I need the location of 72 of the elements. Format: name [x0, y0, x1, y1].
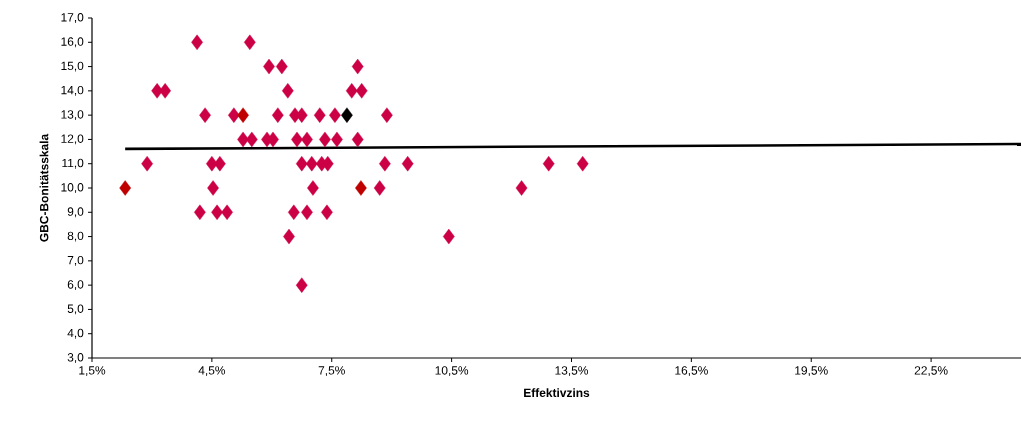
point: [443, 228, 455, 245]
point: [199, 107, 211, 123]
point: [275, 58, 288, 75]
point: [287, 204, 300, 220]
point: [319, 131, 331, 148]
point: [373, 180, 386, 196]
point: [207, 180, 219, 196]
point: [246, 131, 258, 148]
point: [542, 156, 555, 172]
point: [351, 58, 364, 75]
point: [228, 107, 240, 123]
x-tick-label: 13,5%: [555, 366, 589, 377]
point: [576, 156, 589, 172]
y-tick-label: 13,0: [61, 110, 84, 121]
point: [283, 228, 295, 245]
point: [331, 131, 343, 148]
y-tick-label: 17,0: [61, 13, 84, 23]
x-tick-label: 4,5%: [198, 366, 226, 377]
point: [281, 83, 294, 99]
y-axis-title: GBC-Bonitätsskala: [39, 133, 49, 242]
point: [263, 58, 275, 75]
point: [345, 83, 358, 99]
point: [355, 180, 367, 196]
point: [295, 277, 308, 293]
point: [515, 180, 528, 196]
y-tick-label: 10,0: [61, 183, 84, 193]
y-tick-label: 6,0: [67, 280, 84, 291]
point: [301, 131, 313, 148]
point: [401, 156, 414, 172]
point: [355, 83, 368, 99]
x-tick-label: 7,5%: [318, 366, 345, 377]
point: [159, 83, 171, 99]
y-tick-label: 11,0: [62, 158, 84, 169]
y-tick-label: 7,0: [67, 255, 84, 266]
y-tick-label: 16,0: [61, 37, 84, 48]
y-tick-label: 15,0: [61, 61, 84, 72]
point: [221, 204, 233, 220]
x-tick-label: 1,5%: [79, 366, 106, 377]
point: [313, 107, 326, 123]
x-tick-label: 22,5%: [914, 366, 948, 377]
x-tick-label: 19,5%: [795, 366, 828, 377]
point: [351, 131, 364, 148]
point: [237, 107, 249, 123]
point: [307, 180, 319, 196]
point: [141, 156, 153, 172]
y-tick-label: 8,0: [67, 231, 84, 242]
point: [214, 156, 226, 172]
point: [379, 156, 391, 172]
point: [119, 180, 131, 196]
point: [291, 131, 303, 148]
point: [237, 131, 249, 148]
point: [295, 156, 308, 172]
y-tick-label: 14,0: [61, 85, 84, 96]
point: [271, 107, 284, 123]
point: [329, 107, 341, 123]
point: [341, 107, 353, 123]
point: [191, 34, 203, 50]
point: [211, 204, 223, 220]
y-tick-label: 9,0: [67, 207, 84, 218]
point: [305, 156, 318, 172]
point: [381, 107, 393, 123]
y-tick-label: 3,0: [67, 353, 84, 363]
x-axis-title: Effektivzins: [524, 388, 590, 397]
x-tick-label: 16,5%: [675, 366, 708, 377]
point: [301, 204, 313, 220]
y-tick-label: 5,0: [67, 304, 84, 315]
point: [321, 204, 333, 220]
point: [244, 34, 256, 50]
x-tick-label: 10,5%: [435, 366, 469, 377]
y-tick-label: 12,0: [61, 134, 84, 145]
point: [194, 204, 206, 220]
y-tick-label: 4,0: [67, 328, 84, 339]
